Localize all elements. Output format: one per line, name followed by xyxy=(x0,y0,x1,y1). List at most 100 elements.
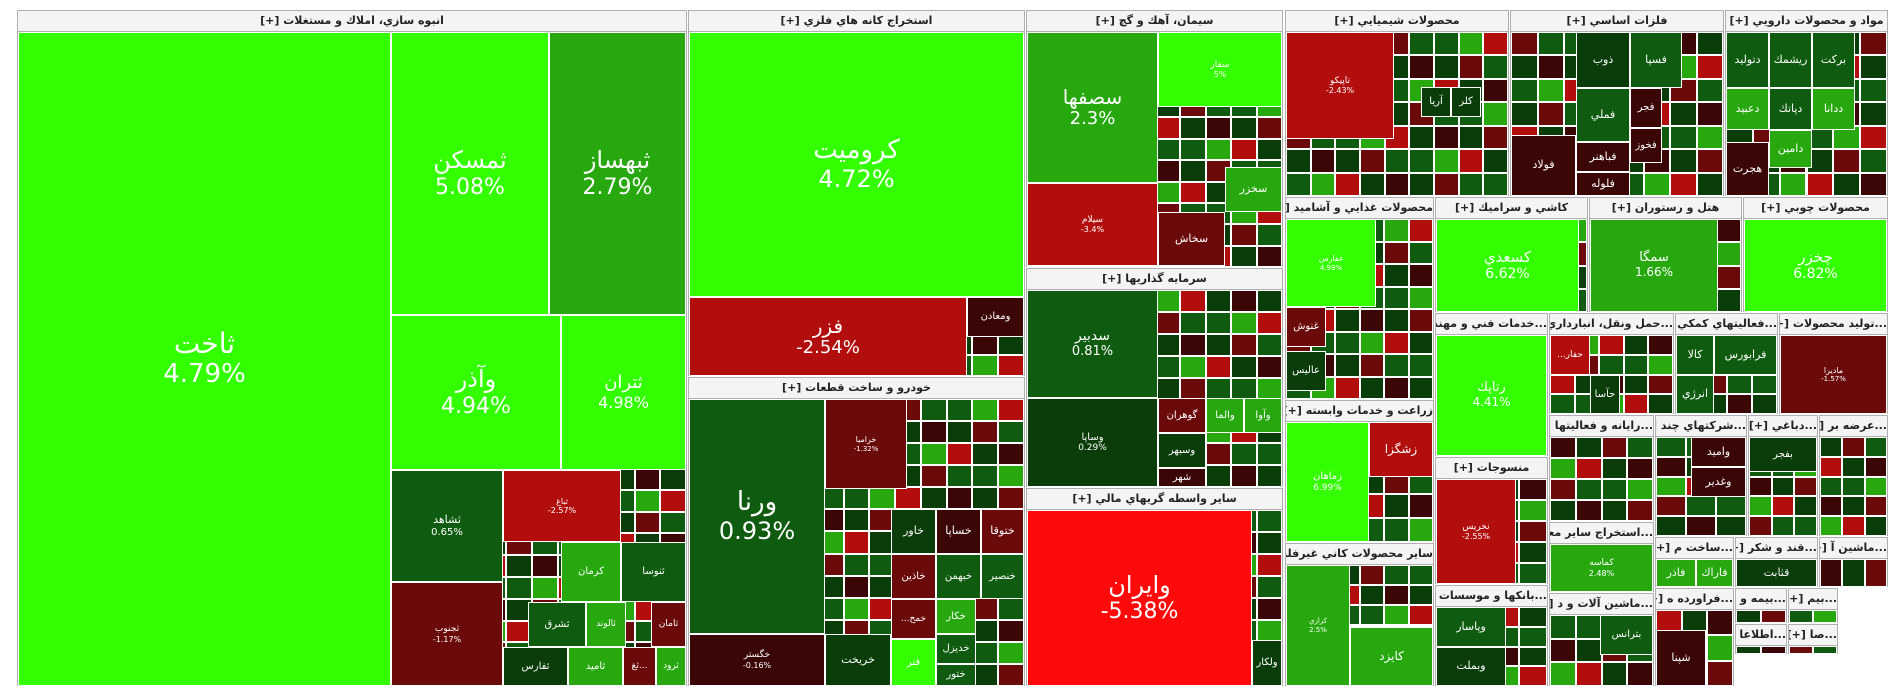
stock-tile-1-1[interactable]: فزر -2.54% xyxy=(689,297,967,376)
small-stock-tile[interactable] xyxy=(1483,32,1508,56)
small-stock-tile[interactable] xyxy=(1409,55,1434,79)
small-stock-tile[interactable] xyxy=(1656,496,1686,517)
small-stock-tile[interactable] xyxy=(531,555,558,577)
small-stock-tile[interactable] xyxy=(1180,117,1206,139)
small-stock-tile[interactable] xyxy=(1408,286,1433,309)
small-stock-tile[interactable] xyxy=(1550,500,1576,521)
sector-header[interactable]: هتل و رستوران [+] xyxy=(1590,198,1741,219)
sector-header[interactable]: ...عرضه بر [+] xyxy=(1820,416,1887,437)
small-stock-tile[interactable] xyxy=(1575,500,1602,521)
small-stock-tile[interactable] xyxy=(1483,172,1508,196)
small-stock-tile[interactable] xyxy=(1537,55,1564,79)
small-stock-tile[interactable] xyxy=(1434,32,1459,56)
sector-header[interactable]: ...ماشين آ [+] xyxy=(1820,538,1887,559)
small-stock-tile[interactable] xyxy=(1310,149,1336,173)
small-stock-tile[interactable] xyxy=(1434,172,1459,196)
small-stock-tile[interactable] xyxy=(1519,500,1547,521)
small-stock-tile[interactable] xyxy=(1384,219,1409,242)
small-stock-tile[interactable] xyxy=(1519,479,1547,500)
small-stock-tile[interactable] xyxy=(1575,662,1602,686)
stock-tile-4-2[interactable]: گوهران xyxy=(1158,398,1206,433)
small-stock-tile[interactable] xyxy=(1601,479,1628,500)
small-stock-tile[interactable] xyxy=(1686,496,1716,517)
small-stock-tile[interactable] xyxy=(1716,496,1746,517)
stock-tile-17-2[interactable]: انرژي xyxy=(1676,375,1714,414)
small-stock-tile[interactable] xyxy=(1231,117,1257,139)
stock-tile-0-4[interactable]: ثتران 4.98% xyxy=(561,315,686,470)
stock-tile-6-1[interactable]: آريا xyxy=(1421,87,1451,117)
small-stock-tile[interactable] xyxy=(1820,496,1843,517)
small-stock-tile[interactable] xyxy=(1360,149,1385,173)
stock-tile-2-9[interactable]: خمح... xyxy=(891,599,936,639)
small-stock-tile[interactable] xyxy=(869,487,896,510)
small-stock-tile[interactable] xyxy=(1696,149,1723,173)
small-stock-tile[interactable] xyxy=(1180,355,1206,378)
small-stock-tile[interactable] xyxy=(1656,437,1686,457)
small-stock-tile[interactable] xyxy=(1864,476,1887,497)
small-stock-tile[interactable] xyxy=(1575,479,1602,500)
small-stock-tile[interactable] xyxy=(1749,476,1772,497)
stock-tile-0-12[interactable]: ثجنوب -1.17% xyxy=(391,582,503,686)
small-stock-tile[interactable] xyxy=(1779,172,1807,196)
small-stock-tile[interactable] xyxy=(1384,149,1410,173)
small-stock-tile[interactable] xyxy=(1256,443,1282,466)
small-stock-tile[interactable] xyxy=(1256,576,1282,598)
stock-tile-10-2[interactable]: فملي xyxy=(1576,88,1630,142)
stock-tile-3-4[interactable]: سخاش xyxy=(1158,212,1225,266)
small-stock-tile[interactable] xyxy=(1860,125,1887,150)
small-stock-tile[interactable] xyxy=(1205,290,1231,312)
sector-header[interactable]: ...فراورده ه [+] xyxy=(1656,589,1733,610)
small-stock-tile[interactable] xyxy=(1550,479,1576,500)
small-stock-tile[interactable] xyxy=(1794,516,1817,536)
small-stock-tile[interactable] xyxy=(1335,309,1360,332)
small-stock-tile[interactable] xyxy=(1359,605,1384,626)
stock-tile-3-0[interactable]: سصفها 2.3% xyxy=(1027,32,1158,183)
small-stock-tile[interactable] xyxy=(1761,646,1786,654)
small-stock-tile[interactable] xyxy=(1707,635,1733,661)
small-stock-tile[interactable] xyxy=(1599,354,1624,375)
small-stock-tile[interactable] xyxy=(998,399,1024,422)
small-stock-tile[interactable] xyxy=(1623,354,1649,375)
small-stock-tile[interactable] xyxy=(1696,78,1723,103)
stock-tile-2-1[interactable]: خراميا -1.32% xyxy=(825,399,907,489)
small-stock-tile[interactable] xyxy=(1820,476,1843,497)
small-stock-tile[interactable] xyxy=(972,443,999,466)
small-stock-tile[interactable] xyxy=(1408,309,1433,332)
small-stock-tile[interactable] xyxy=(1154,333,1180,356)
stock-tile-11-0[interactable]: ريشمك xyxy=(1769,32,1812,88)
sector-header[interactable]: ...قند و شكر [+] xyxy=(1736,538,1817,559)
stock-tile-6-0[interactable]: تاپيكو -2.43% xyxy=(1286,32,1394,139)
small-stock-tile[interactable] xyxy=(1408,354,1433,377)
small-stock-tile[interactable] xyxy=(1408,518,1433,542)
sector-header[interactable]: ...بانكها و موسسات ا [+] xyxy=(1436,586,1547,607)
sector-header[interactable]: ساير محصولات كاني غيرفلزي [+] xyxy=(1286,544,1433,565)
stock-tile-2-3[interactable]: خاور xyxy=(891,509,936,554)
small-stock-tile[interactable] xyxy=(1599,335,1624,355)
small-stock-tile[interactable] xyxy=(1537,102,1564,126)
small-stock-tile[interactable] xyxy=(1627,437,1653,458)
stock-tile-22-0[interactable]: بفجر xyxy=(1749,437,1817,472)
small-stock-tile[interactable] xyxy=(1256,510,1282,532)
stock-tile-10-0[interactable]: ذوب xyxy=(1576,32,1630,88)
stock-tile-16-0[interactable]: حآسا xyxy=(1590,375,1620,414)
stock-tile-10-1[interactable]: فسپا xyxy=(1630,32,1682,88)
small-stock-tile[interactable] xyxy=(1670,172,1697,196)
stock-tile-2-5[interactable]: ختوقا xyxy=(981,509,1024,554)
small-stock-tile[interactable] xyxy=(1154,311,1180,334)
small-stock-tile[interactable] xyxy=(1864,496,1887,517)
small-stock-tile[interactable] xyxy=(1408,219,1433,242)
stock-tile-4-0[interactable]: سدبير 0.81% xyxy=(1027,290,1158,398)
small-stock-tile[interactable] xyxy=(1408,494,1433,518)
small-stock-tile[interactable] xyxy=(1864,516,1887,536)
stock-tile-10-3[interactable]: فجر xyxy=(1630,88,1662,128)
small-stock-tile[interactable] xyxy=(1154,355,1180,378)
small-stock-tile[interactable] xyxy=(1842,476,1865,497)
sector-header[interactable]: ...اطلاعا [+] xyxy=(1736,625,1786,646)
stock-tile-30-0[interactable]: شپنا xyxy=(1656,630,1706,686)
small-stock-tile[interactable] xyxy=(1409,125,1434,150)
small-stock-tile[interactable] xyxy=(1483,102,1508,126)
small-stock-tile[interactable] xyxy=(1751,374,1777,395)
small-stock-tile[interactable] xyxy=(1716,516,1746,536)
stock-tile-14-0[interactable]: چخزر 6.82% xyxy=(1744,219,1887,312)
small-stock-tile[interactable] xyxy=(1519,521,1547,542)
